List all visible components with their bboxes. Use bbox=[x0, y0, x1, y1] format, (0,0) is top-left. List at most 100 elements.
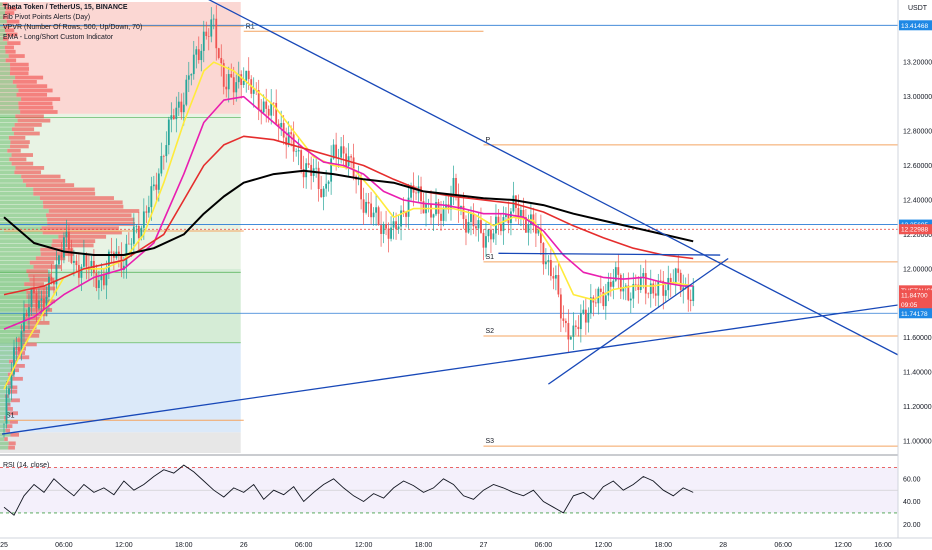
vp-bar-down bbox=[8, 445, 15, 450]
candle-body bbox=[659, 280, 662, 282]
y-tick-label: 12.80000 bbox=[903, 129, 932, 136]
candle-body bbox=[574, 325, 577, 327]
price-badge bbox=[899, 299, 932, 310]
candle-body bbox=[97, 280, 100, 289]
candle-body bbox=[80, 266, 83, 278]
candle-body bbox=[172, 115, 175, 120]
vp-bar-up bbox=[0, 234, 59, 239]
candle-body bbox=[200, 50, 203, 61]
candle-body bbox=[525, 217, 527, 233]
candle-body bbox=[644, 273, 647, 294]
vp-bar-up bbox=[0, 329, 23, 334]
candle-body bbox=[48, 276, 50, 298]
price-badge-label: 11.84700 bbox=[901, 293, 928, 300]
vp-bar-down bbox=[6, 19, 20, 24]
vp-bar-down bbox=[3, 15, 9, 20]
vp-bar-up bbox=[0, 342, 21, 347]
vp-bar-up bbox=[0, 372, 8, 377]
candle-body bbox=[584, 309, 587, 323]
candle-body bbox=[657, 280, 660, 296]
vp-bar-up bbox=[0, 338, 16, 342]
candle-body bbox=[177, 101, 180, 108]
candle-body bbox=[567, 323, 570, 340]
candle-body bbox=[95, 273, 98, 289]
vp-bar-down bbox=[7, 41, 21, 46]
candle-body bbox=[477, 220, 480, 229]
candle-body bbox=[677, 268, 680, 273]
vp-bar-down bbox=[52, 239, 96, 243]
vp-bar-up bbox=[0, 174, 22, 179]
vp-bar-down bbox=[12, 376, 23, 381]
candle-body bbox=[137, 225, 140, 239]
candle-body bbox=[579, 313, 582, 330]
candle-body bbox=[515, 195, 517, 209]
candle-body bbox=[28, 307, 30, 317]
vp-bar-up bbox=[0, 71, 10, 76]
candle-body bbox=[220, 57, 223, 64]
candle-body bbox=[564, 320, 567, 324]
candle-body bbox=[70, 249, 73, 263]
candle-body bbox=[167, 119, 170, 146]
candle-body bbox=[100, 274, 103, 281]
vp-bar-down bbox=[10, 62, 29, 67]
candle-body bbox=[13, 347, 15, 375]
vp-bar-down bbox=[13, 351, 26, 355]
vp-bar-down bbox=[48, 209, 140, 213]
vp-bar-up bbox=[0, 11, 5, 15]
candle-body bbox=[367, 201, 370, 204]
vp-bar-down bbox=[18, 105, 54, 110]
vp-bar-down bbox=[11, 127, 35, 132]
vp-bar-down bbox=[16, 355, 30, 360]
vp-bar-down bbox=[11, 153, 33, 157]
vp-bar-down bbox=[9, 385, 18, 390]
vp-bar-down bbox=[9, 419, 18, 424]
vp-bar-down bbox=[12, 79, 37, 84]
vp-bar-up bbox=[0, 286, 31, 291]
candle-body bbox=[457, 197, 460, 210]
vp-bar-down bbox=[46, 213, 132, 218]
vp-bar-up bbox=[0, 148, 8, 153]
pivot-label: R1 bbox=[246, 23, 255, 30]
candle-body bbox=[372, 212, 375, 218]
legend-fib-pivot[interactable]: Fib Pivot Points Alerts (Day) bbox=[3, 14, 91, 21]
candle-body bbox=[147, 207, 150, 213]
vp-bar-up bbox=[0, 166, 16, 170]
vp-bar-down bbox=[22, 329, 41, 334]
candle-body bbox=[662, 280, 665, 296]
vp-bar-down bbox=[14, 123, 42, 127]
zone-bottom bbox=[0, 432, 241, 453]
candle-body bbox=[410, 185, 412, 198]
candle-body bbox=[557, 274, 560, 295]
vp-bar-down bbox=[10, 398, 20, 403]
vp-bar-down bbox=[18, 101, 53, 106]
candle-body bbox=[170, 115, 173, 120]
y-tick-label: 13.00000 bbox=[903, 94, 932, 101]
candle-body bbox=[83, 253, 85, 267]
candle-body bbox=[295, 151, 298, 152]
rsi-title[interactable]: RSI (14, close) bbox=[3, 462, 50, 469]
legend-title[interactable]: Theta Token / TetherUS, 15, BINANCE bbox=[3, 4, 128, 11]
candle-body bbox=[607, 281, 610, 296]
candle-body bbox=[10, 374, 13, 389]
candle-body bbox=[197, 49, 200, 61]
vp-bar-up bbox=[0, 123, 15, 127]
vp-bar-down bbox=[15, 75, 44, 80]
legend-vpvr[interactable]: VPVR (Number Of Rows, 500, Up/Down, 70) bbox=[3, 24, 143, 31]
candle-body bbox=[497, 216, 500, 224]
vp-bar-down bbox=[40, 252, 74, 256]
candle-body bbox=[402, 210, 405, 213]
vp-bar-up bbox=[0, 445, 9, 450]
candle-body bbox=[63, 237, 65, 258]
legend-ema[interactable]: EMA - Long/Short Custom Indicator bbox=[3, 34, 114, 41]
candle-body bbox=[43, 298, 45, 311]
candle-body bbox=[642, 273, 645, 277]
x-tick-label: 06:00 bbox=[535, 542, 553, 549]
horizontal-lines bbox=[0, 24, 898, 314]
vp-bar-up bbox=[0, 6, 6, 11]
vp-bar-down bbox=[16, 84, 48, 89]
y-tick-label: 11.20000 bbox=[903, 404, 932, 411]
candle-body bbox=[400, 210, 402, 227]
vp-bar-down bbox=[20, 342, 37, 347]
vp-bar-down bbox=[30, 286, 56, 291]
